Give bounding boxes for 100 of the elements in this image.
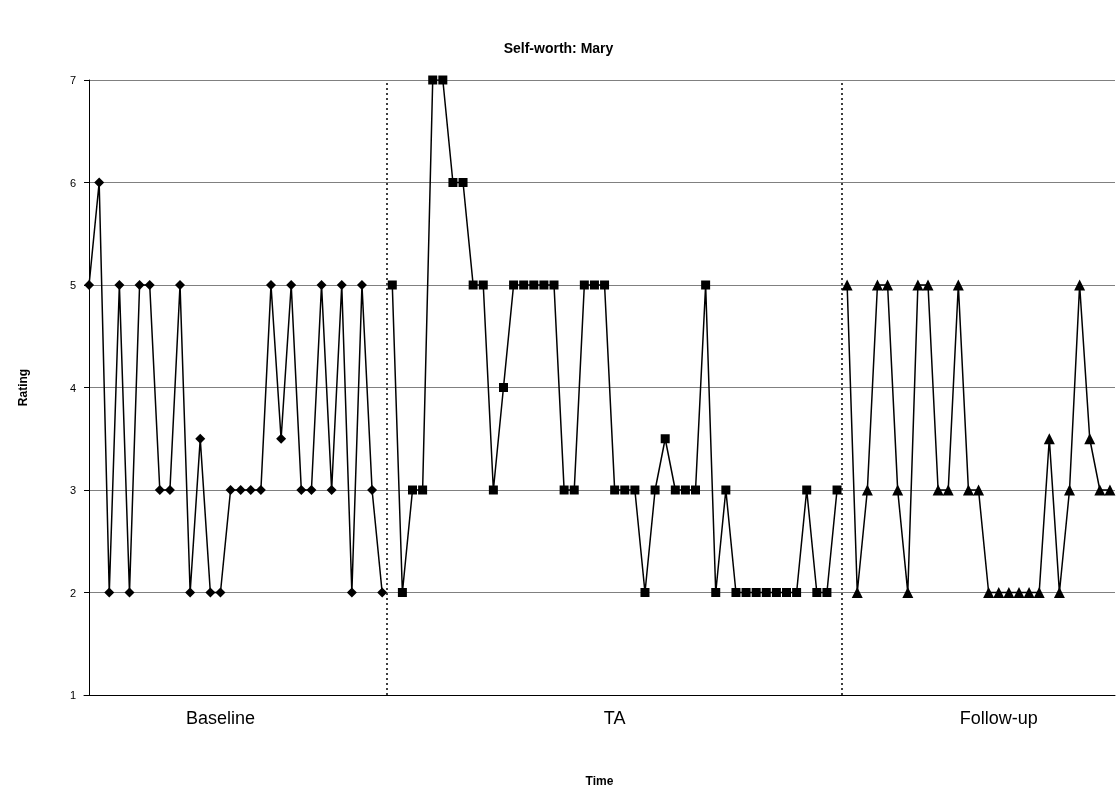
- point: [94, 177, 105, 188]
- point: [841, 279, 853, 291]
- y-tick-label: 1: [69, 689, 76, 701]
- point: [418, 485, 428, 495]
- point: [851, 587, 863, 598]
- point: [438, 75, 448, 85]
- point: [276, 433, 287, 444]
- point: [782, 588, 791, 597]
- point: [205, 587, 216, 598]
- point: [175, 280, 186, 290]
- point: [84, 280, 95, 290]
- point: [185, 587, 196, 598]
- point: [932, 484, 944, 496]
- point: [346, 587, 357, 598]
- point: [215, 587, 226, 598]
- point: [549, 280, 559, 290]
- point: [1064, 484, 1076, 496]
- point: [1023, 587, 1035, 598]
- point: [731, 588, 741, 597]
- y-axis-title: Rating: [16, 368, 30, 407]
- point: [468, 280, 478, 290]
- point: [164, 485, 175, 495]
- point: [620, 485, 630, 495]
- point: [296, 485, 307, 495]
- point: [670, 485, 680, 495]
- point: [235, 485, 246, 495]
- point: [771, 588, 781, 597]
- y-tick-label: 5: [69, 279, 76, 291]
- point: [630, 485, 640, 495]
- point: [942, 484, 954, 496]
- point: [519, 280, 529, 290]
- point: [448, 178, 458, 187]
- point: [952, 279, 964, 291]
- point: [1053, 587, 1065, 598]
- point: [1013, 587, 1025, 598]
- point: [559, 485, 569, 495]
- point: [579, 280, 589, 290]
- point: [589, 280, 599, 290]
- point: [397, 588, 407, 597]
- point: [458, 178, 468, 187]
- chart-title: Self-worth: Mary: [503, 40, 614, 56]
- x-axis-title: Time: [585, 774, 614, 788]
- point: [802, 485, 812, 495]
- point: [195, 433, 206, 444]
- point: [114, 280, 125, 290]
- point: [377, 587, 388, 598]
- point: [428, 75, 438, 85]
- point: [922, 279, 934, 291]
- point: [1033, 587, 1045, 598]
- y-tick-label: 3: [69, 484, 76, 496]
- point: [539, 280, 549, 290]
- point: [711, 588, 721, 597]
- point: [993, 587, 1005, 598]
- point: [792, 588, 802, 597]
- point: [640, 588, 650, 597]
- point: [408, 485, 417, 495]
- point: [488, 485, 498, 495]
- point: [650, 485, 660, 495]
- y-tick-label: 2: [69, 586, 76, 599]
- point: [245, 485, 256, 495]
- point: [529, 280, 539, 290]
- point: [266, 280, 276, 290]
- point: [286, 280, 297, 290]
- point: [973, 484, 985, 496]
- x-tick-label: Baseline: [185, 708, 255, 728]
- point: [498, 383, 508, 392]
- point: [1094, 484, 1106, 496]
- point: [225, 485, 236, 495]
- point: [326, 485, 337, 495]
- point: [721, 485, 731, 495]
- point: [134, 280, 145, 290]
- point: [832, 485, 842, 495]
- point: [154, 485, 165, 495]
- point: [1084, 433, 1096, 445]
- point: [1074, 279, 1086, 291]
- point: [751, 588, 761, 597]
- point: [882, 279, 894, 291]
- point: [912, 279, 924, 291]
- point: [983, 587, 995, 598]
- point: [902, 587, 914, 598]
- point: [600, 280, 610, 290]
- point: [367, 485, 378, 495]
- point: [509, 280, 519, 290]
- point: [387, 280, 397, 290]
- point: [1003, 587, 1015, 598]
- point: [316, 280, 327, 290]
- point: [861, 484, 873, 496]
- point: [680, 485, 690, 495]
- point: [478, 280, 488, 290]
- point: [144, 280, 155, 290]
- y-tick-label: 7: [69, 74, 76, 86]
- point: [1043, 433, 1055, 445]
- point: [892, 484, 904, 496]
- point: [761, 588, 771, 597]
- point: [569, 485, 579, 495]
- point: [306, 485, 317, 495]
- point: [610, 485, 620, 495]
- point: [822, 588, 832, 597]
- point: [871, 279, 883, 291]
- point: [104, 587, 115, 598]
